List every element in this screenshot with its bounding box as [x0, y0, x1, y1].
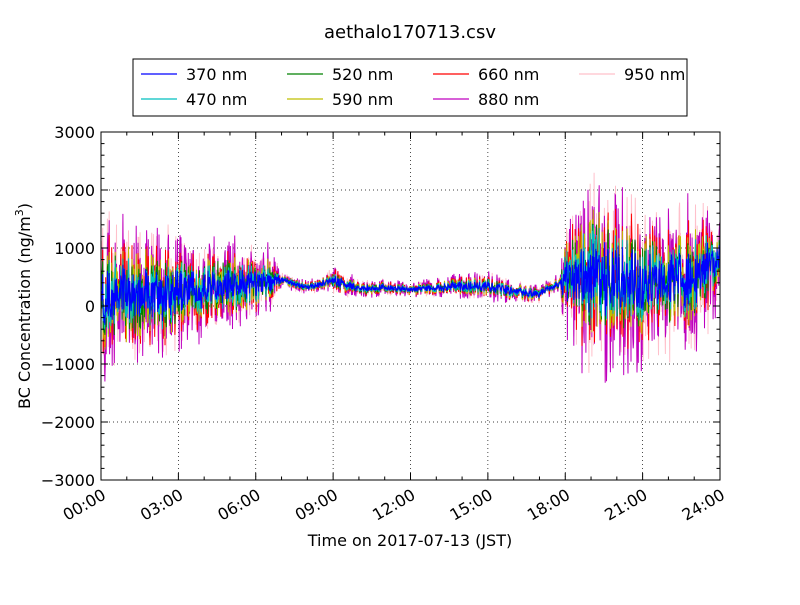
y-tick-label: 1000	[54, 239, 95, 258]
series-lines	[100, 172, 721, 383]
legend-label: 370 nm	[186, 65, 247, 84]
legend-label: 660 nm	[478, 65, 539, 84]
legend-label: 880 nm	[478, 90, 539, 109]
y-axis-label-superscript: 3	[13, 209, 26, 216]
y-tick-label: 2000	[54, 181, 95, 200]
x-axis-label: Time on 2017-07-13 (JST)	[307, 531, 512, 550]
chart-title: aethalo170713.csv	[324, 22, 496, 43]
y-tick-labels: 3000 2000 1000 0 −1000 −2000 −3000	[41, 123, 95, 490]
y-axis-label-main: BC Concentration (ng/m	[15, 216, 34, 409]
y-tick-label: −2000	[41, 413, 95, 432]
legend: 370 nm 470 nm 520 nm 590 nm 660 nm 880 nm 950 …	[132, 58, 688, 117]
legend-label: 590 nm	[332, 90, 393, 109]
y-tick-label: 0	[85, 297, 95, 316]
legend-label: 950 nm	[624, 65, 685, 84]
ticks	[100, 131, 721, 481]
y-axis-label: BC Concentration (ng/m3)	[13, 203, 34, 409]
legend-box	[132, 58, 688, 117]
y-tick-label: 3000	[54, 123, 95, 142]
legend-label: 470 nm	[186, 90, 247, 109]
y-tick-label: −1000	[41, 355, 95, 374]
y-tick-label: −3000	[41, 471, 95, 490]
series-line	[100, 242, 721, 325]
y-axis-label-close: )	[15, 203, 34, 209]
legend-label: 520 nm	[332, 65, 393, 84]
